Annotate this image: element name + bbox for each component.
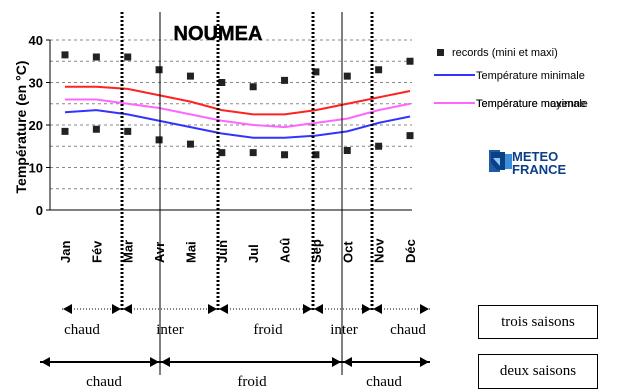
three-season-label: chaud	[390, 322, 426, 338]
x-tick-label: Aoû	[278, 238, 293, 263]
y-tick-label: 20	[29, 118, 43, 133]
y-axis-label: Température (en °C)	[13, 61, 29, 194]
record-min-point	[155, 136, 163, 144]
arrowhead-left	[63, 304, 72, 314]
x-tick-label: Fév	[89, 240, 104, 263]
legend-mean-label: Température moyenne	[476, 98, 586, 110]
series-line-mean	[65, 98, 411, 129]
x-tick-labels: Jan Fév Mar Avr Mai Jun Jul Aoû Sep Oct Nov Déc	[58, 238, 418, 263]
record-max-point	[343, 72, 351, 80]
record-max-point	[186, 72, 194, 80]
arrowhead-left	[314, 304, 323, 314]
two-seasons-label: deux saisons	[499, 363, 577, 379]
meteo-france-logo: METEO FRANCE	[489, 149, 566, 177]
record-min-point	[406, 132, 414, 140]
record-max-point	[218, 79, 226, 86]
x-tick-label: Jul	[246, 244, 261, 263]
y-tick-label: 40	[29, 33, 43, 48]
three-season-label: froid	[253, 322, 283, 338]
three-seasons-label: trois saisons	[501, 313, 575, 330]
record-min-point	[375, 142, 383, 150]
arrowhead-left	[343, 357, 352, 367]
record-max-point	[281, 76, 289, 84]
axes	[46, 39, 412, 211]
legend-min-label: Température minimale	[476, 70, 585, 82]
record-max-point	[406, 57, 414, 65]
y-tick-label: 30	[29, 76, 43, 91]
record-max-point	[92, 53, 100, 61]
legend: records (mini et maxi) Température minim…	[434, 47, 588, 110]
arrowhead-right	[208, 304, 217, 314]
x-tick-label: Mai	[183, 241, 198, 263]
record-min-point	[218, 149, 226, 157]
record-min-point	[124, 127, 132, 135]
legend-max-label: Température maximale	[476, 98, 588, 110]
two-season-label: chaud	[86, 374, 122, 389]
series-lines	[64, 85, 411, 139]
x-tick-label: Jun	[215, 240, 230, 263]
arrowhead-right	[112, 304, 121, 314]
record-min-point	[61, 127, 69, 135]
x-tick-label: Jan	[58, 241, 73, 263]
record-min-point	[249, 149, 257, 157]
arrowhead-right	[150, 357, 159, 367]
plot-grid	[50, 39, 412, 190]
record-min-point	[343, 147, 351, 154]
x-tick-label: Mar	[121, 240, 136, 263]
record-max-point	[312, 68, 320, 76]
record-max-point	[155, 66, 163, 74]
two-seasons-box: deux saisons	[478, 354, 598, 389]
arrowhead-right	[303, 304, 312, 314]
logo-line2: FRANCE	[512, 162, 566, 177]
three-season-label: inter	[330, 322, 358, 338]
three-season-label: chaud	[64, 322, 100, 338]
series-line-max	[65, 85, 411, 116]
y-tick-labels: 0 10 20 30 40	[29, 33, 43, 218]
arrowhead-left	[123, 304, 132, 314]
x-tick-label: Nov	[372, 238, 387, 263]
logo-emblem	[489, 150, 512, 172]
arrowhead-right	[332, 357, 341, 367]
arrowhead-right	[362, 304, 371, 314]
x-tick-label: Déc	[403, 239, 418, 263]
x-tick-label: Oct	[340, 241, 355, 263]
record-max-point	[61, 51, 69, 59]
series-line-min	[64, 109, 411, 139]
chart-title: NOUMEA	[174, 23, 263, 45]
legend-records-marker	[437, 49, 444, 56]
season-lines	[120, 12, 374, 375]
x-tick-label: Sep	[309, 239, 324, 263]
three-season-label: inter	[156, 322, 184, 338]
two-season-label: froid	[237, 374, 267, 389]
record-max-point	[375, 66, 383, 74]
arrowhead-left	[219, 304, 228, 314]
record-max-point	[124, 53, 132, 61]
two-season-row: chaud froid chaud	[40, 357, 430, 389]
three-seasons-box: trois saisons	[478, 305, 598, 339]
record-min-point	[312, 151, 320, 159]
arrowhead-right	[420, 357, 429, 367]
two-season-label: chaud	[366, 374, 402, 389]
legend-records-label: records (mini et maxi)	[452, 47, 558, 59]
record-max-point	[249, 83, 257, 91]
y-tick-label: 10	[29, 161, 43, 176]
y-tick-label: 0	[36, 203, 43, 218]
arrowhead-left	[161, 357, 170, 367]
arrowhead-left	[41, 357, 50, 367]
record-min-point	[92, 125, 100, 133]
three-season-row: chaud inter froid inter chaud	[62, 304, 430, 338]
record-points	[61, 51, 414, 159]
arrowhead-right	[420, 304, 429, 314]
arrowhead-left	[373, 304, 382, 314]
record-min-point	[186, 140, 194, 148]
logo-line1: METEO	[512, 149, 558, 164]
record-min-point	[281, 151, 289, 159]
